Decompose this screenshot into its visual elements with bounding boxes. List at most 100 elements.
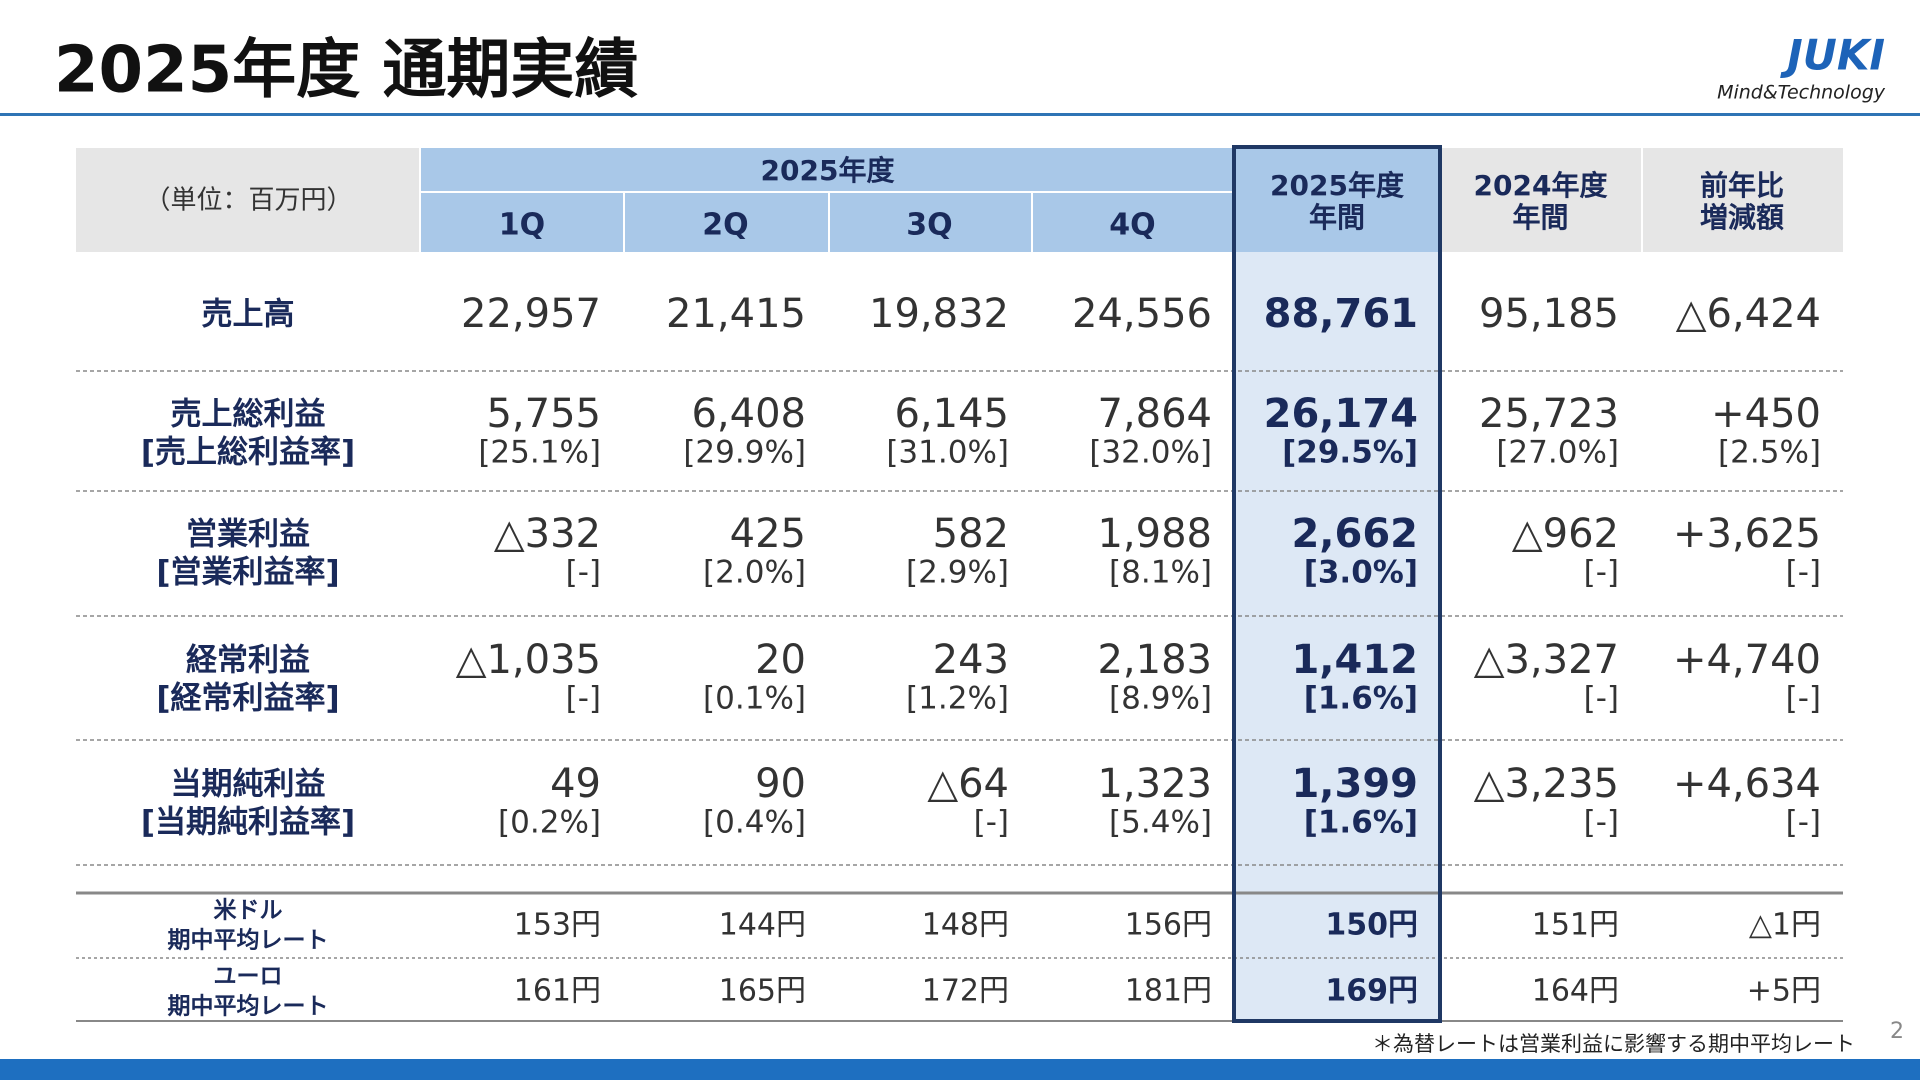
row-label: 当期純利益 <box>171 767 326 803</box>
cell-value: 1,399 <box>1291 761 1418 807</box>
cell-value: 26,174 <box>1264 391 1418 437</box>
group-header-bg <box>421 148 1234 191</box>
cell-value: △64 <box>927 761 1009 807</box>
column-header: 増減額 <box>1700 201 1784 234</box>
footer-bar <box>0 1059 1920 1080</box>
cell-value: 25,723 <box>1479 391 1619 437</box>
cell-value: 95,185 <box>1479 291 1619 337</box>
column-header: 年間 <box>1512 201 1568 234</box>
cell-value: 6,145 <box>894 391 1009 437</box>
footnote: ＊為替レートは営業利益に影響する期中平均レート <box>1372 1032 1855 1056</box>
rate-value: 153円 <box>514 908 601 943</box>
cell-value: 243 <box>933 637 1009 683</box>
rate-value: 161円 <box>514 974 601 1009</box>
cell-value: [-] <box>1786 681 1821 717</box>
cell-value: [-] <box>566 681 601 717</box>
cell-value: 2,183 <box>1097 637 1212 683</box>
cell-value: [0.2%] <box>498 805 601 841</box>
cell-value: 19,832 <box>869 291 1009 337</box>
cell-value: [25.1%] <box>478 435 601 471</box>
cell-value: 1,323 <box>1097 761 1212 807</box>
cell-value: +450 <box>1711 391 1821 437</box>
rate-label: 期中平均レート <box>168 993 329 1020</box>
rate-value: 165円 <box>719 974 806 1009</box>
group-header: 2025年度 <box>761 154 895 187</box>
cell-value: 6,408 <box>691 391 806 437</box>
cell-value: [1.6%] <box>1304 681 1418 717</box>
header-bg <box>1442 148 1641 252</box>
cell-value: [1.6%] <box>1304 805 1418 841</box>
logo: JUKI <box>1780 31 1885 80</box>
cell-value: [0.1%] <box>703 681 806 717</box>
cell-value: 88,761 <box>1264 291 1418 337</box>
column-header: 2025年度 <box>1270 169 1404 202</box>
rate-value: 150円 <box>1325 908 1418 943</box>
tagline: Mind&Technology <box>1717 82 1886 104</box>
rate-label: 米ドル <box>214 898 283 924</box>
rate-label: 期中平均レート <box>168 927 329 954</box>
cell-value: [5.4%] <box>1109 805 1212 841</box>
column-header: 1Q <box>499 208 545 243</box>
cell-value: [8.9%] <box>1109 681 1212 717</box>
cell-value: [-] <box>1786 555 1821 591</box>
row-label: 営業利益 <box>186 517 310 553</box>
cell-value: 20 <box>755 637 806 683</box>
cell-value: 21,415 <box>666 291 806 337</box>
cell-value: 90 <box>755 761 806 807</box>
rate-value: 144円 <box>719 908 806 943</box>
rate-value: 156円 <box>1125 908 1212 943</box>
cell-value: △6,424 <box>1676 291 1821 337</box>
cell-value: △332 <box>494 511 601 557</box>
column-header: 2Q <box>702 208 748 243</box>
row-label: [当期純利益率] <box>141 805 355 841</box>
rate-value: 181円 <box>1125 974 1212 1009</box>
cell-value: 425 <box>730 511 806 557</box>
rate-value: 151円 <box>1532 908 1619 943</box>
page-number: 2 <box>1890 1019 1904 1044</box>
row-label: [経常利益率] <box>156 681 339 717</box>
cell-value: 5,755 <box>486 391 601 437</box>
cell-value: 49 <box>550 761 601 807</box>
sub-header-bg <box>421 193 623 252</box>
cell-value: [-] <box>1786 805 1821 841</box>
cell-value: [-] <box>974 805 1009 841</box>
unit-label: （単位：百万円） <box>144 186 352 216</box>
cell-value: [1.2%] <box>906 681 1009 717</box>
rate-value: 148円 <box>922 908 1009 943</box>
cell-value: 582 <box>933 511 1009 557</box>
title-rule <box>0 113 1920 116</box>
cell-value: 2,662 <box>1291 511 1418 557</box>
cell-value: [31.0%] <box>886 435 1009 471</box>
header-bg <box>76 148 419 252</box>
cell-value: 24,556 <box>1072 291 1212 337</box>
cell-value: [3.0%] <box>1304 555 1418 591</box>
column-header: 年間 <box>1309 201 1365 234</box>
row-label: 売上総利益 <box>171 397 326 433</box>
cell-value: +4,740 <box>1673 637 1821 683</box>
sub-header-bg <box>625 193 828 252</box>
cell-value: [0.4%] <box>703 805 806 841</box>
row-label: 売上高 <box>202 297 295 333</box>
cell-value: △3,235 <box>1474 761 1619 807</box>
cell-value: [-] <box>1584 555 1619 591</box>
rate-value: 169円 <box>1325 974 1418 1009</box>
column-header: 4Q <box>1109 208 1155 243</box>
cell-value: [32.0%] <box>1089 435 1212 471</box>
cell-value: [2.5%] <box>1718 435 1821 471</box>
cell-value: △1,035 <box>456 637 601 683</box>
header-bg <box>1643 148 1843 252</box>
cell-value: [-] <box>1584 681 1619 717</box>
row-label: [営業利益率] <box>156 555 339 591</box>
highlight-border <box>1232 145 1442 1023</box>
header-bg <box>1234 148 1440 252</box>
cell-value: 1,412 <box>1291 637 1418 683</box>
cell-value: [29.9%] <box>683 435 806 471</box>
cell-value: [27.0%] <box>1496 435 1619 471</box>
cell-value: [29.5%] <box>1282 435 1418 471</box>
cell-value: 22,957 <box>461 291 601 337</box>
cell-value: +3,625 <box>1673 511 1821 557</box>
sub-header-bg <box>1033 193 1234 252</box>
